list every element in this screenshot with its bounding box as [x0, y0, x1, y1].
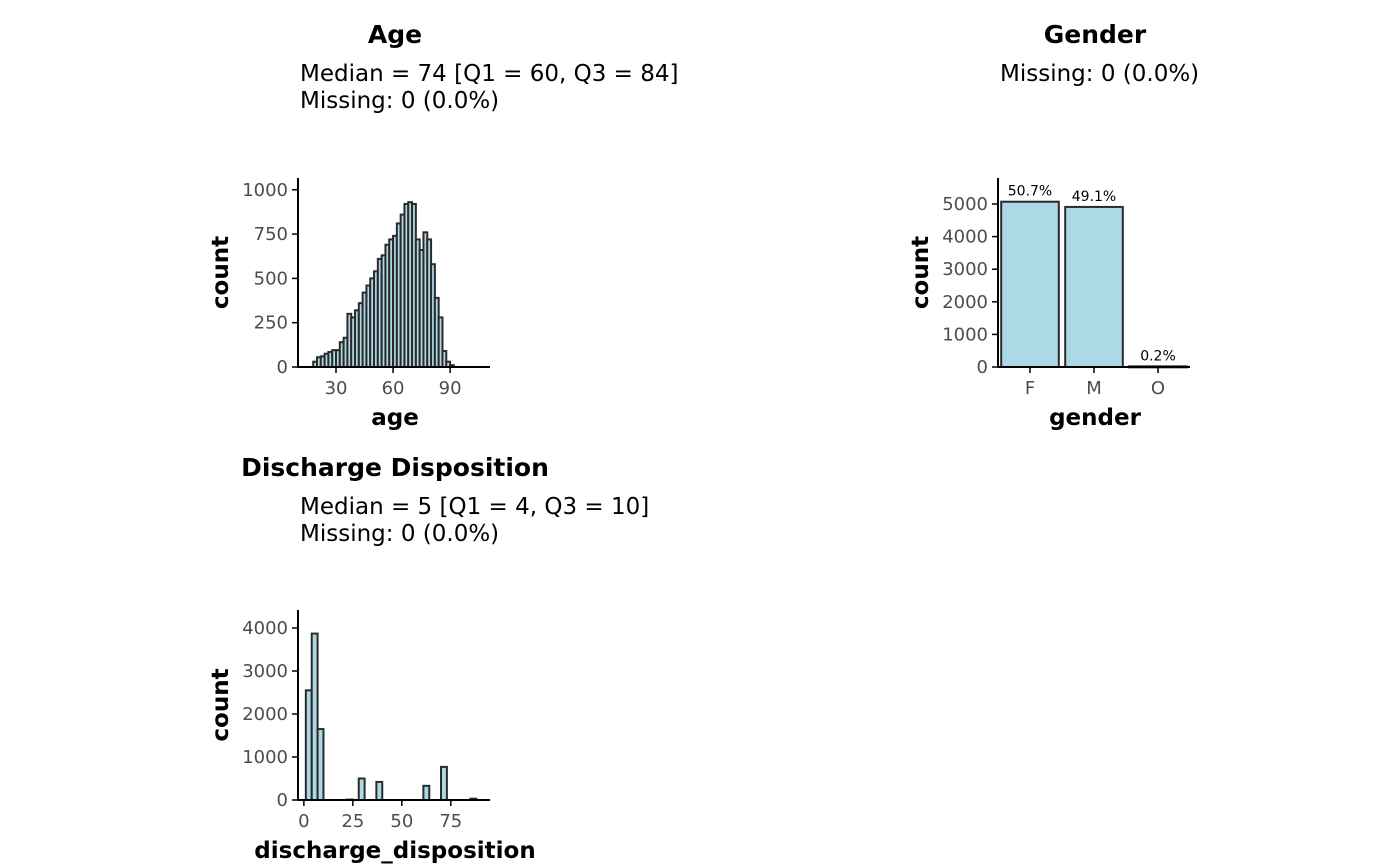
discharge-stats-median: Median = 5 [Q1 = 4, Q3 = 10] — [300, 494, 650, 520]
age-panel-title: Age — [367, 20, 423, 49]
y-axis-title: count — [908, 236, 934, 309]
x-tick-label: M — [1086, 378, 1102, 399]
x-axis-title: gender — [1049, 405, 1142, 431]
x-tick-label: O — [1151, 378, 1165, 399]
bar-f — [1000, 200, 1060, 368]
x-tick-label: 30 — [325, 378, 348, 399]
bar-data-label: 49.1% — [1072, 189, 1116, 205]
y-tick-label: 500 — [254, 268, 288, 289]
y-tick-label: 4000 — [242, 618, 288, 639]
bar-m — [1064, 205, 1124, 368]
y-tick-label: 4000 — [942, 227, 988, 248]
y-tick-label: 3000 — [942, 259, 988, 280]
y-tick-label: 2000 — [242, 704, 288, 725]
y-tick-label: 3000 — [242, 661, 288, 682]
y-tick-label: 0 — [277, 790, 288, 811]
x-tick-label: F — [1025, 378, 1035, 399]
histogram-bar — [422, 784, 431, 801]
y-axis-title: count — [208, 236, 234, 309]
gender-panel-title: Gender — [1043, 20, 1147, 49]
bar-data-label: 50.7% — [1008, 184, 1052, 200]
histogram-bar — [440, 765, 448, 802]
y-tick-label: 1000 — [942, 324, 988, 345]
y-tick-label: 750 — [254, 224, 288, 245]
y-tick-label: 1000 — [242, 180, 288, 201]
y-tick-label: 250 — [254, 313, 288, 334]
x-tick-label: 50 — [390, 811, 413, 832]
age-stats-missing: Missing: 0 (0.0%) — [300, 88, 500, 114]
histogram-bar — [316, 728, 325, 801]
age-stats-median: Median = 74 [Q1 = 60, Q3 = 84] — [300, 61, 679, 87]
y-axis-title: count — [208, 668, 234, 741]
y-tick-label: 2000 — [942, 292, 988, 313]
histogram-bar — [375, 780, 384, 802]
discharge-stats-missing: Missing: 0 (0.0%) — [300, 521, 500, 547]
bar-data-label: 0.2% — [1140, 348, 1176, 364]
x-tick-label: 90 — [439, 378, 462, 399]
discharge-panel-title: Discharge Disposition — [241, 453, 549, 482]
y-tick-label: 0 — [277, 357, 288, 378]
x-axis-title: age — [371, 405, 419, 431]
gender-stats-missing: Missing: 0 (0.0%) — [1000, 61, 1200, 87]
x-axis-title: discharge_disposition — [254, 838, 535, 864]
x-tick-label: 25 — [341, 811, 364, 832]
x-tick-label: 75 — [439, 811, 462, 832]
histogram-bar — [357, 777, 366, 801]
x-tick-label: 60 — [382, 378, 405, 399]
x-tick-label: 0 — [298, 811, 309, 832]
y-tick-label: 5000 — [942, 194, 988, 215]
y-tick-label: 0 — [977, 357, 988, 378]
y-tick-label: 1000 — [242, 747, 288, 768]
